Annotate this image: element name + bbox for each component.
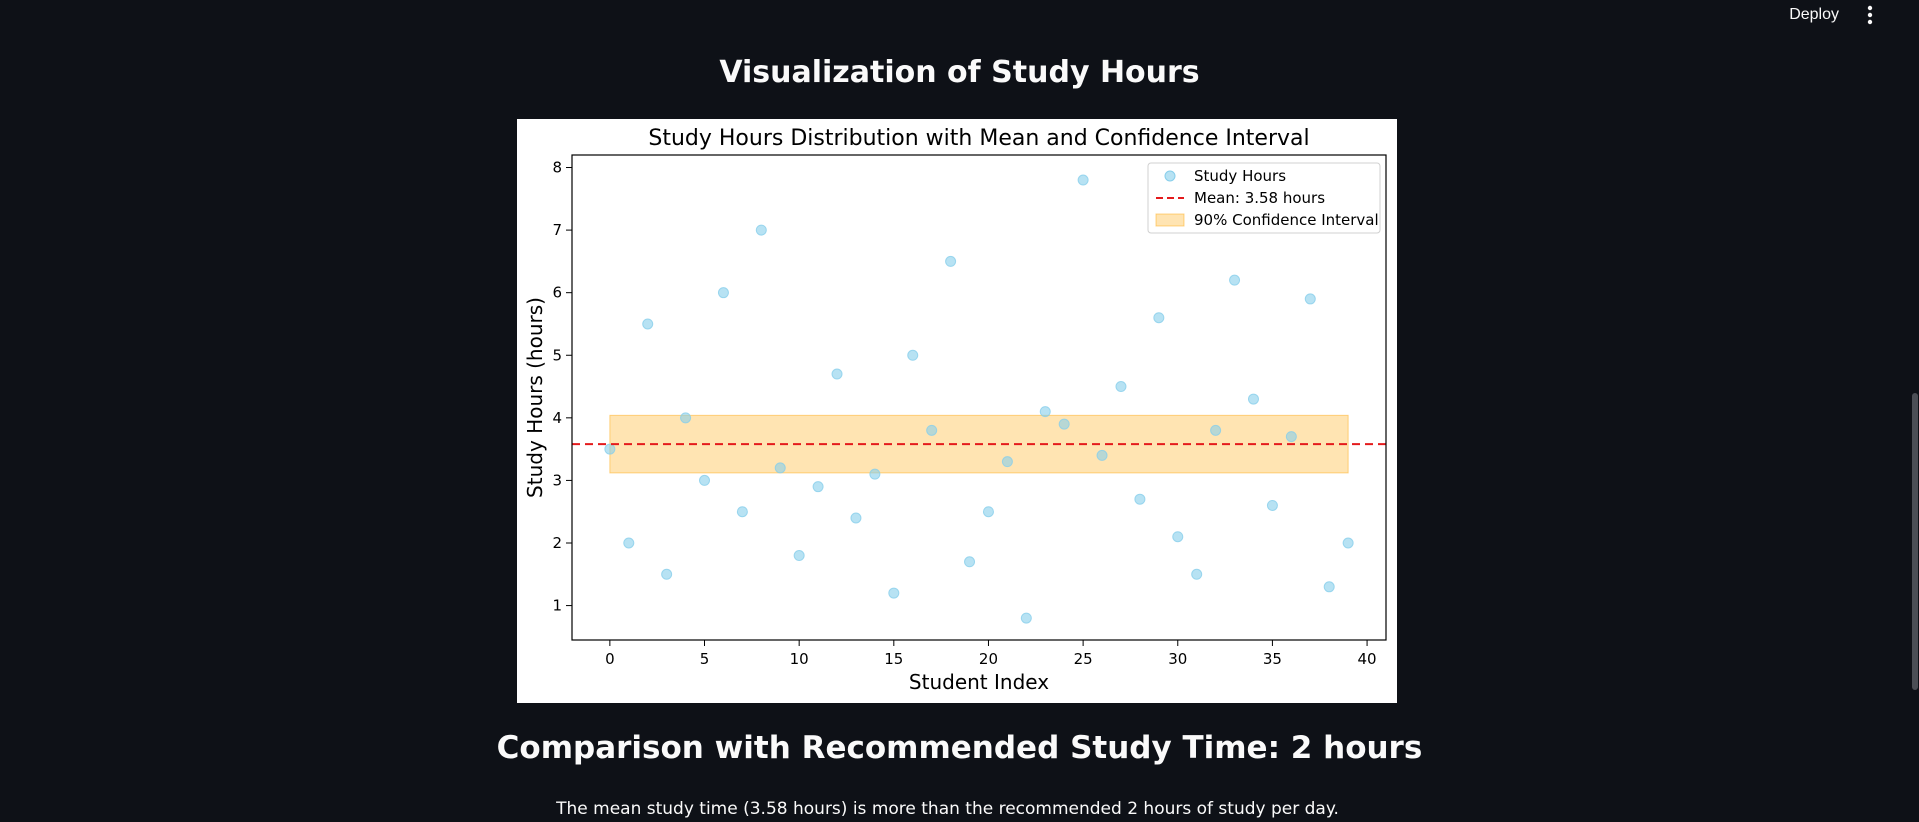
x-tick-label: 40	[1358, 650, 1377, 668]
data-point	[1134, 493, 1146, 505]
x-tick-label: 30	[1168, 650, 1187, 668]
data-point	[1229, 274, 1241, 286]
data-point	[1266, 499, 1278, 511]
data-point	[1323, 581, 1335, 593]
y-tick-label: 5	[552, 346, 562, 364]
x-tick-label: 15	[884, 650, 903, 668]
data-point	[1172, 531, 1184, 543]
data-point	[888, 587, 900, 599]
x-tick-label: 35	[1263, 650, 1282, 668]
data-point	[736, 506, 748, 518]
y-tick-label: 1	[552, 597, 562, 615]
chart-legend: Study Hours Mean: 3.58 hours 90% Confidenc…	[1147, 162, 1381, 234]
legend-label-study-hours: Study Hours	[1194, 167, 1286, 185]
data-point	[680, 412, 692, 424]
y-tick-label: 3	[552, 471, 562, 489]
data-point	[850, 512, 862, 524]
top-toolbar: Deploy	[1783, 0, 1919, 30]
comparison-summary-text: The mean study time (3.58 hours) is more…	[556, 799, 1339, 819]
data-point	[1115, 381, 1127, 393]
x-tick-label: 5	[700, 650, 710, 668]
data-point	[717, 287, 729, 299]
data-point	[1285, 431, 1297, 443]
x-tick-label: 25	[1074, 650, 1093, 668]
data-point	[907, 349, 919, 361]
data-point	[1304, 293, 1316, 305]
data-point	[982, 506, 994, 518]
visualization-heading: Visualization of Study Hours	[719, 55, 1200, 90]
data-point	[623, 537, 635, 549]
data-point	[604, 443, 616, 455]
chart-figure: Study Hours Distribution with Mean and C…	[517, 119, 1397, 703]
data-point	[964, 556, 976, 568]
legend-marker-study-hours	[1164, 170, 1176, 182]
scatter-chart: Study Hours Distribution with Mean and C…	[523, 126, 1387, 694]
data-point	[1191, 568, 1203, 580]
scatter-series	[604, 174, 1354, 624]
chart-title: Study Hours Distribution with Mean and C…	[648, 126, 1309, 151]
page-scrollbar[interactable]	[1911, 0, 1919, 822]
legend-marker-ci	[1155, 213, 1185, 227]
x-tick-label: 10	[790, 650, 809, 668]
data-point	[699, 474, 711, 486]
data-point	[1153, 312, 1165, 324]
legend-label-ci: 90% Confidence Interval	[1194, 211, 1379, 229]
x-axis-label: Student Index	[909, 670, 1049, 694]
data-point	[774, 462, 786, 474]
x-tick-label: 20	[979, 650, 998, 668]
data-point	[1210, 424, 1222, 436]
x-tick-label: 0	[605, 650, 615, 668]
data-point	[1077, 174, 1089, 186]
data-point	[869, 468, 881, 480]
data-point	[831, 368, 843, 380]
vertical-ellipsis-icon	[1867, 5, 1873, 25]
data-point	[642, 318, 654, 330]
y-tick-label: 7	[552, 221, 562, 239]
y-tick-label: 8	[552, 159, 562, 177]
y-axis-label: Study Hours (hours)	[523, 297, 547, 498]
legend-label-mean: Mean: 3.58 hours	[1194, 189, 1325, 207]
data-point	[1342, 537, 1354, 549]
deploy-button[interactable]: Deploy	[1783, 6, 1845, 24]
data-point	[755, 224, 767, 236]
legend-box	[1147, 162, 1381, 234]
axes-frame	[571, 154, 1387, 641]
data-point	[1039, 406, 1051, 418]
data-point	[812, 481, 824, 493]
data-point	[1247, 393, 1259, 405]
y-tick-label: 4	[552, 409, 562, 427]
data-point	[1001, 456, 1013, 468]
y-tick-label: 6	[552, 284, 562, 302]
y-tick-label: 2	[552, 534, 562, 552]
data-point	[945, 255, 957, 267]
main-menu-button[interactable]	[1859, 2, 1881, 28]
scrollbar-thumb[interactable]	[1912, 393, 1918, 690]
comparison-heading: Comparison with Recommended Study Time: …	[496, 730, 1423, 766]
data-point	[661, 568, 673, 580]
data-point	[1058, 418, 1070, 430]
data-point	[793, 550, 805, 562]
data-point	[926, 424, 938, 436]
data-point	[1096, 449, 1108, 461]
data-point	[1020, 612, 1032, 624]
